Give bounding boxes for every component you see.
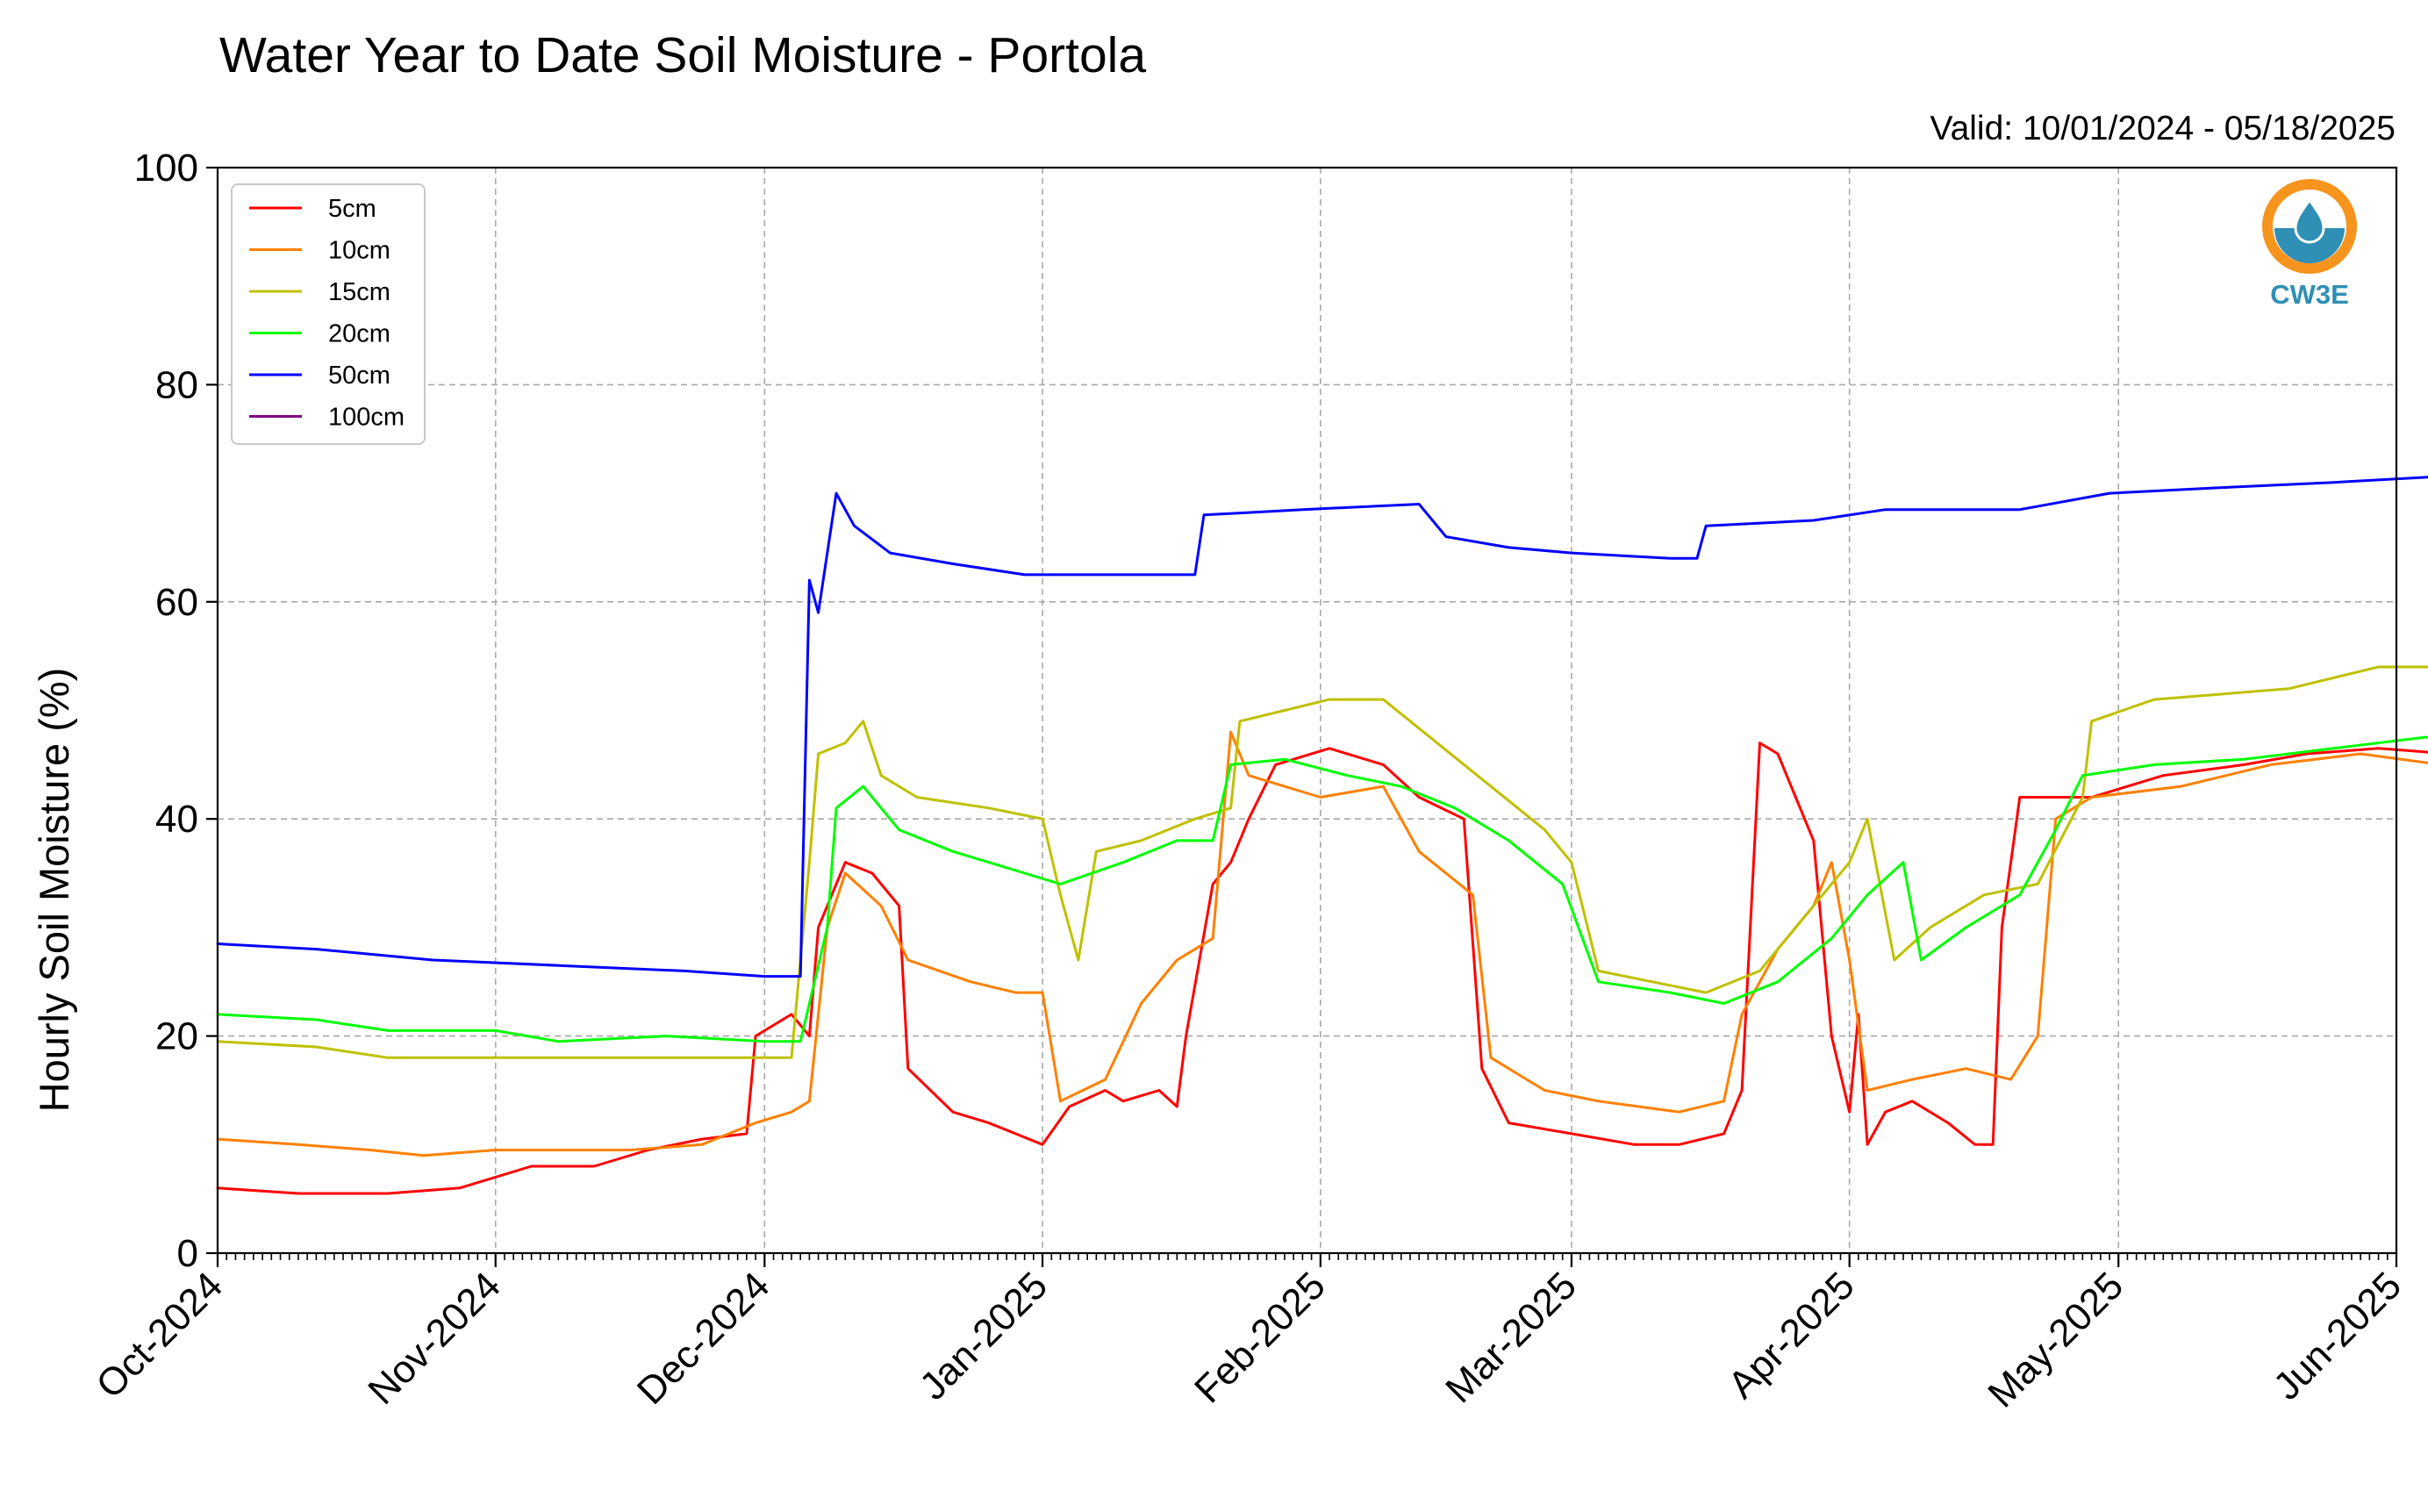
chart-title: Water Year to Date Soil Moisture - Porto… <box>219 27 1146 83</box>
y-tick-label: 40 <box>155 798 198 841</box>
series-line-20cm <box>216 735 2428 1043</box>
plot-area <box>216 476 2428 1195</box>
y-tick-label: 60 <box>155 581 198 624</box>
legend-label: 10cm <box>328 237 390 265</box>
x-tick-label: Oct-2024 <box>88 1264 231 1407</box>
x-tick-label: Mar-2025 <box>1437 1264 1585 1411</box>
legend-label: 100cm <box>328 404 405 432</box>
x-tick-label: Apr-2025 <box>1720 1264 1863 1407</box>
logo-ring <box>2262 179 2357 274</box>
legend-label: 20cm <box>328 320 390 348</box>
legend: 5cm 10cm 15cm 20cm 50cm 100cm <box>231 183 426 445</box>
water-drop-icon <box>2294 197 2325 244</box>
x-tick-label: Nov-2024 <box>360 1264 509 1413</box>
legend-label: 50cm <box>328 362 390 390</box>
logo-waves <box>2274 228 2345 263</box>
y-tick-label: 80 <box>155 363 198 406</box>
series-line-5cm <box>216 742 2428 1195</box>
legend-label: 15cm <box>328 278 390 306</box>
valid-date-range: Valid: 10/01/2024 - 05/18/2025 <box>1930 110 2396 147</box>
x-tick-label: Dec-2024 <box>629 1264 778 1413</box>
series-line-10cm <box>216 730 2428 1157</box>
x-tick-label: Jan-2025 <box>912 1264 1056 1408</box>
x-tick-label: Jun-2025 <box>2266 1264 2410 1408</box>
series-line-15cm <box>216 665 2428 1059</box>
x-tick-label: Feb-2025 <box>1186 1264 1334 1411</box>
gridlines <box>218 168 2396 1253</box>
logo-text: CW3E <box>2270 279 2349 310</box>
legend-label: 5cm <box>328 195 376 223</box>
plot-frame <box>216 166 2398 1255</box>
y-tick-label: 100 <box>134 147 198 190</box>
cw3e-logo: CW3E <box>2262 179 2357 310</box>
y-tick-label: 20 <box>155 1015 198 1058</box>
axes: 0 20 40 60 80 100 Oct-2024 Nov-2024 Dec-2024 Jan-… <box>88 147 2410 1415</box>
series-line-50cm <box>216 476 2428 978</box>
y-axis-label: Hourly Soil Moisture (%) <box>31 668 77 1113</box>
x-tick-label: May-2025 <box>1980 1264 2131 1415</box>
y-tick-label: 0 <box>177 1232 198 1275</box>
